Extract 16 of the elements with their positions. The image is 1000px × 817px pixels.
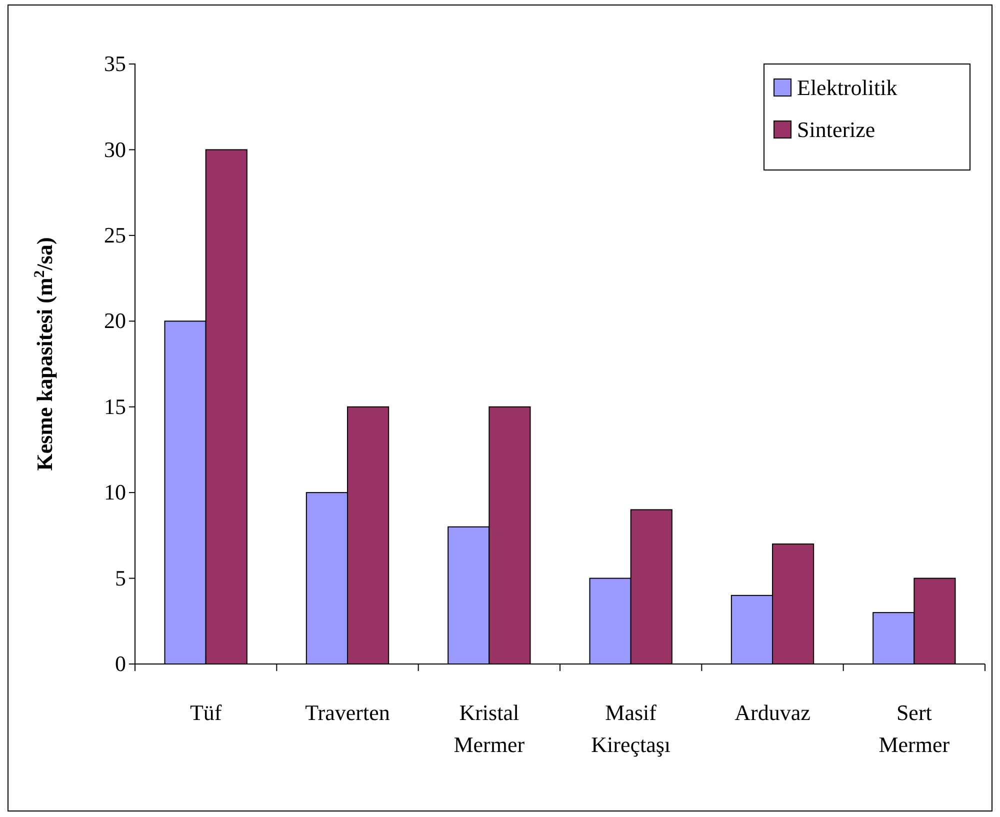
y-tick-label: 10: [104, 480, 126, 505]
y-tick-label: 0: [115, 651, 126, 676]
legend-label: Elektrolitik: [797, 75, 898, 100]
y-tick-label: 15: [104, 394, 126, 419]
y-tick-label: 35: [104, 51, 126, 76]
y-tick-label: 25: [104, 222, 126, 248]
legend-label: Sinterize: [797, 117, 876, 142]
x-tick-label: Kristal Mermer: [454, 700, 526, 757]
y-tick-label: 20: [104, 308, 126, 334]
x-tick-label: Traverten: [305, 700, 390, 725]
y-tick-label: 5: [115, 565, 126, 590]
x-tick-label: Sert Mermer: [878, 700, 950, 757]
x-tick-label: Tüf: [190, 700, 222, 725]
x-tick-label: Arduvaz: [734, 700, 811, 725]
y-tick-label: 30: [104, 136, 126, 162]
x-tick-label: Masif Kireçtaşı: [591, 700, 671, 757]
